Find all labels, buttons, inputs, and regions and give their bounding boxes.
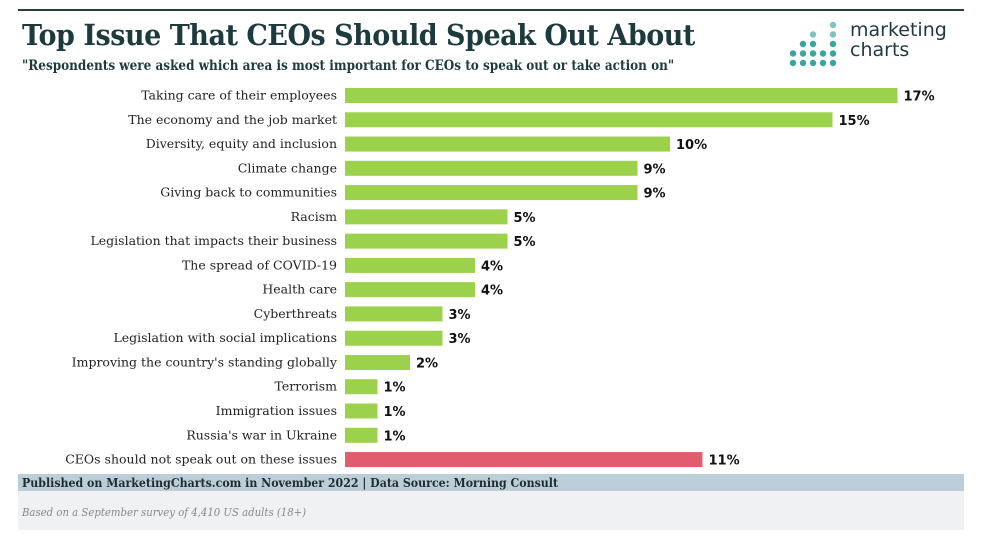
category-label: Diversity, equity and inclusion: [146, 136, 337, 151]
value-label: 4%: [481, 259, 503, 274]
logo-dot: [819, 50, 827, 57]
category-label: Giving back to communities: [160, 185, 337, 200]
logo-dot: [829, 40, 837, 48]
value-label: 15%: [839, 114, 870, 129]
category-label: Russia's war in Ukraine: [186, 427, 337, 442]
bar: [345, 160, 638, 176]
bar: [345, 257, 475, 273]
value-label: 3%: [449, 308, 471, 323]
value-label: 1%: [384, 381, 406, 396]
bar: [345, 306, 443, 322]
value-label: 1%: [384, 405, 406, 420]
logo-dot: [809, 40, 817, 48]
published-text: Published on MarketingCharts.com in Nove…: [22, 475, 559, 490]
logo-dot: [809, 31, 817, 38]
bar: [345, 233, 508, 249]
logo-dot: [829, 21, 837, 29]
value-label: 17%: [904, 90, 935, 105]
value-label: 5%: [514, 211, 536, 226]
source-footer: Published on MarketingCharts.com in Nove…: [18, 474, 964, 491]
logo-dot: [829, 59, 837, 67]
bar: [345, 282, 475, 298]
chart-subtitle: "Respondents were asked which area is mo…: [22, 58, 675, 74]
logo-dots-icon: [789, 21, 837, 67]
bar: [345, 112, 833, 128]
logo-dot: [789, 59, 797, 67]
value-label: 5%: [514, 235, 536, 250]
value-label: 9%: [644, 162, 666, 177]
top-rule: [18, 9, 964, 11]
logo-dot: [809, 59, 817, 67]
bar: [345, 354, 410, 370]
value-label: 11%: [709, 454, 740, 469]
bar-chart: Taking care of their employees 17% The eco…: [65, 88, 935, 469]
value-label: 2%: [416, 356, 438, 371]
logo-dot: [829, 50, 837, 57]
value-label: 4%: [481, 284, 503, 299]
category-label: Health care: [262, 282, 337, 297]
category-label: Immigration issues: [216, 403, 337, 418]
category-label: The economy and the job market: [128, 112, 337, 127]
logo-dot: [789, 50, 797, 57]
marketingcharts-logo: marketing charts: [788, 20, 968, 68]
category-label: Taking care of their employees: [141, 88, 337, 103]
category-label: Improving the country's standing globall…: [72, 354, 338, 369]
category-label: Climate change: [238, 160, 337, 175]
bar: [345, 88, 898, 103]
bar: [345, 209, 508, 225]
value-label: 1%: [384, 429, 406, 444]
logo-dot: [819, 59, 827, 67]
logo-dot: [799, 59, 807, 67]
logo-text-2: charts: [850, 39, 910, 61]
category-label: Legislation with social implications: [113, 330, 337, 345]
value-label: 10%: [676, 138, 707, 153]
category-label: CEOs should not speak out on these issue…: [65, 452, 337, 467]
category-label: Terrorism: [275, 379, 338, 394]
logo-dot: [799, 40, 807, 48]
logo-dot: [799, 50, 807, 57]
logo-dot: [809, 50, 817, 57]
chart-title: Top Issue That CEOs Should Speak Out Abo…: [22, 18, 695, 52]
value-label: 3%: [449, 332, 471, 347]
value-label: 9%: [644, 187, 666, 202]
bar: [345, 136, 670, 152]
bar: [345, 452, 703, 468]
logo-dot: [829, 31, 837, 38]
note-text: Based on a September survey of 4,410 US …: [22, 505, 307, 519]
category-label: Legislation that impacts their business: [90, 233, 337, 248]
bar: [345, 185, 638, 201]
category-label: Racism: [291, 209, 338, 224]
bar: [345, 379, 378, 395]
bar: [345, 427, 378, 443]
category-label: The spread of COVID-19: [182, 257, 337, 272]
logo-text-1: marketing: [850, 19, 947, 41]
category-label: Cyberthreats: [254, 306, 337, 321]
survey-note: Based on a September survey of 4,410 US …: [18, 491, 964, 530]
bar: [345, 403, 378, 419]
bar: [345, 330, 443, 346]
